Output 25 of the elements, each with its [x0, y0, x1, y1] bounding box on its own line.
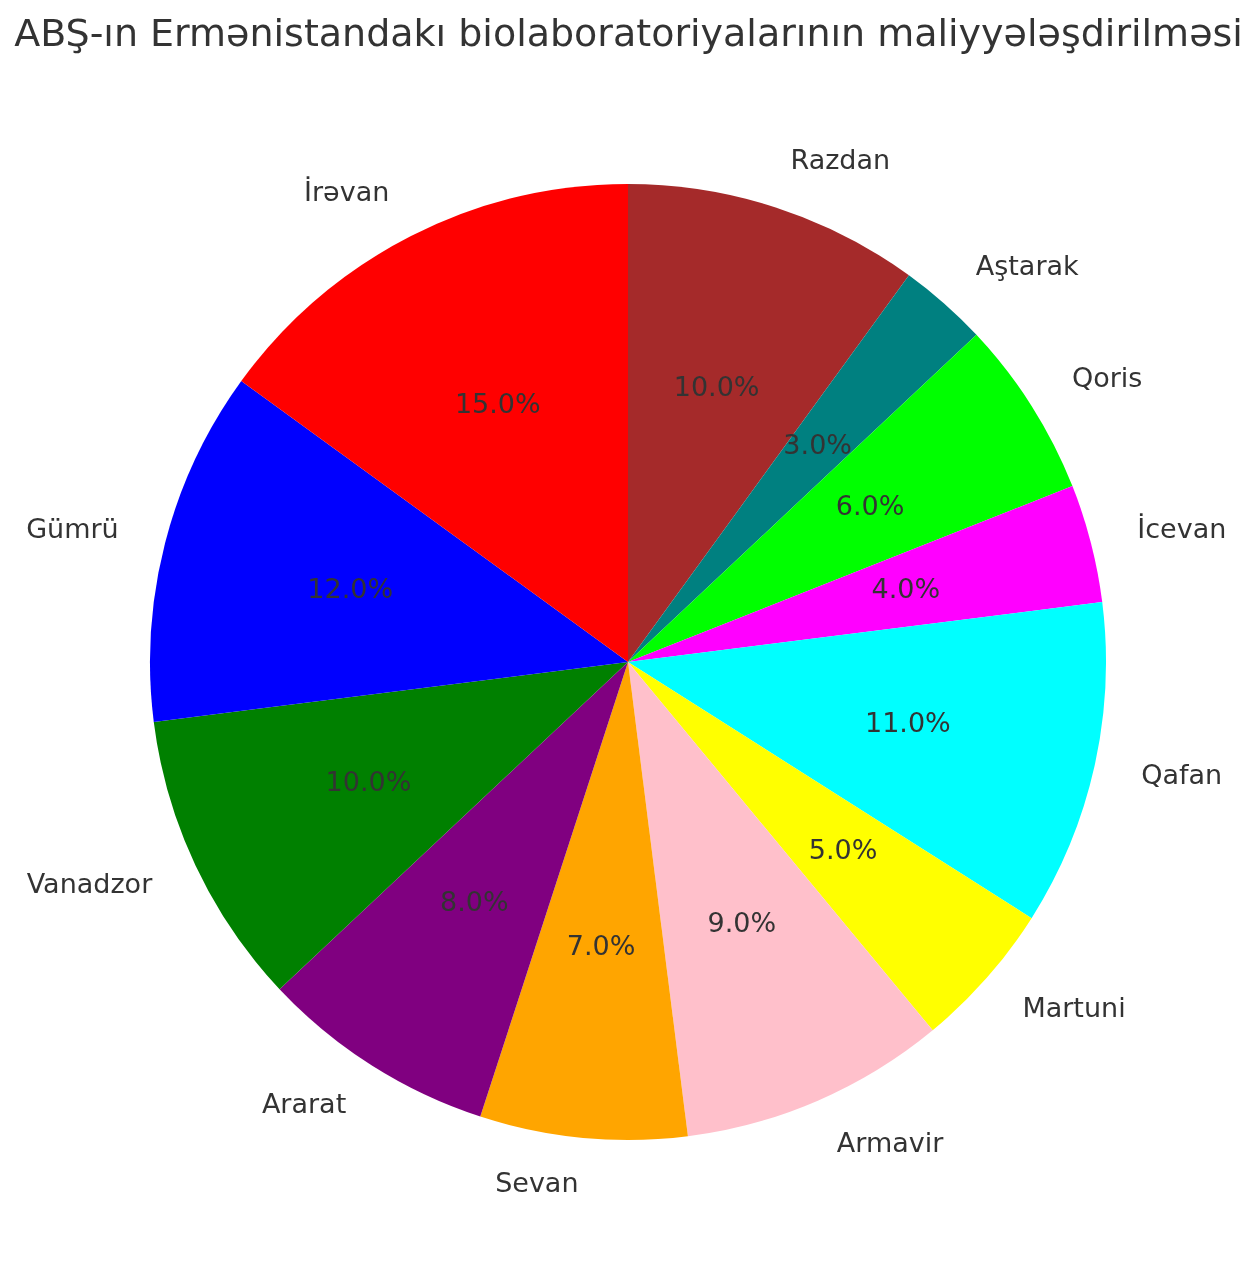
slice-label: Sevan	[495, 1167, 579, 1199]
chart-title: ABŞ-ın Ermənistandakı biolaboratoriyalarının maliyyələşdirilməsi	[14, 10, 1243, 55]
data-label: 11.0%	[865, 706, 951, 738]
slice-label: Qoris	[1071, 362, 1143, 394]
data-label: 15.0%	[454, 388, 541, 420]
slice-label: İcevan	[1137, 513, 1227, 545]
data-label: 9.0%	[707, 907, 777, 939]
data-label: 10.0%	[673, 371, 760, 403]
data-label: 6.0%	[835, 490, 905, 522]
data-label: 3.0%	[783, 428, 852, 460]
slice-label: Armavir	[836, 1126, 945, 1158]
slice-label: Ararat	[261, 1087, 347, 1119]
data-label: 10.0%	[325, 766, 412, 798]
slice-label: İrəvan	[303, 175, 390, 207]
data-label: 7.0%	[566, 929, 636, 961]
slice-label: Razdan	[790, 143, 891, 175]
slice-label: Gümrü	[26, 513, 119, 545]
data-label: 12.0%	[307, 572, 394, 604]
data-label: 4.0%	[871, 572, 941, 604]
slice-label: Qafan	[1141, 758, 1223, 790]
data-label: 5.0%	[808, 833, 878, 865]
slice-label: Martuni	[1022, 991, 1126, 1023]
slice-label: Vanadzor	[26, 867, 154, 899]
slice-label: Aştarak	[975, 249, 1080, 281]
data-label: 8.0%	[440, 886, 509, 918]
